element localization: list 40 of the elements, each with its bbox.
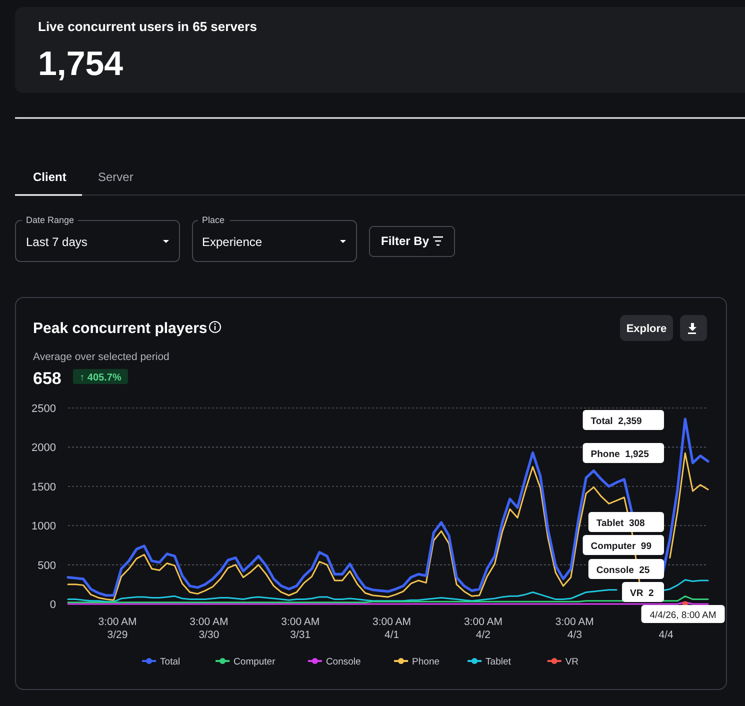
x-tick-label: 3:00 AM 4/2: [464, 616, 503, 641]
x-tick-label: 3:00 AM 4/1: [372, 616, 412, 641]
x-tick-label: 3:00 AM 3/30: [190, 616, 228, 641]
legend-label: Tablet: [486, 656, 512, 668]
legend-label: Computer: [234, 656, 276, 668]
x-tick-label: 3:00 AM 4/3: [555, 616, 594, 641]
annotation: Console 25: [596, 565, 650, 576]
annotation: Tablet 308: [596, 518, 645, 529]
legend-label: Phone: [412, 656, 440, 668]
y-tick-label: 0: [50, 599, 56, 611]
annotation: Computer 99: [590, 541, 652, 552]
text: Client: [33, 170, 66, 184]
y-tick-label: 2000: [32, 442, 56, 454]
text: Filter By: [381, 234, 430, 248]
chart-subtitle: Average over selected period: [33, 351, 170, 363]
y-tick-label: 2500: [32, 403, 56, 415]
text: Explore: [626, 323, 667, 335]
text: Place: [202, 215, 225, 225]
x-tick-label: 3:00 AM 3/29: [98, 616, 137, 641]
legend-label: VR: [565, 656, 579, 668]
annotation: Total 2,359: [590, 416, 642, 427]
legend-label: Total: [160, 656, 180, 668]
text: 658: [33, 369, 62, 388]
text: ↑ 405.7%: [80, 372, 122, 384]
x-tick-label: 4/4: [658, 629, 674, 641]
text: 4/4/26, 8:00 AM: [650, 610, 716, 621]
annotation: VR 2: [630, 588, 654, 599]
y-tick-label: 1000: [32, 520, 56, 533]
x-tick-label: 3:00 AM 3/31: [281, 616, 320, 641]
text: Date Range: [26, 215, 74, 225]
y-tick-label: 500: [38, 560, 56, 572]
y-tick-label: 1500: [32, 481, 56, 494]
annotation: Phone 1,925: [590, 449, 650, 460]
legend-label: Console: [326, 656, 361, 668]
text: Experience: [202, 235, 262, 249]
chart-title: Peak concurrent players: [33, 320, 208, 337]
text: Server: [98, 170, 134, 184]
text: Last 7 days: [26, 235, 88, 249]
text: 1,754: [38, 45, 124, 83]
text: Live concurrent users in 65 servers: [38, 19, 257, 34]
